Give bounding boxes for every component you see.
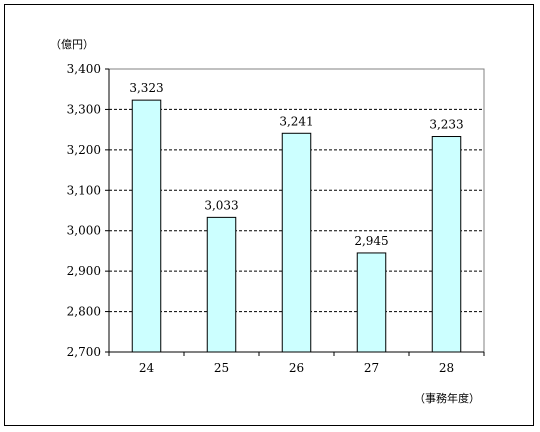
y-tick-label: 2,800: [67, 305, 101, 319]
bar: [281, 132, 312, 353]
x-axis-unit-label: （事務年度）: [414, 391, 480, 405]
x-tick-label: 26: [289, 361, 304, 375]
data-label: 3,323: [129, 81, 163, 95]
x-tick-label: 27: [364, 361, 379, 375]
bar: [131, 99, 162, 353]
y-tick-label: 3,100: [67, 183, 101, 197]
x-tick-label: 25: [214, 361, 229, 375]
y-tick-label: 3,200: [67, 143, 101, 157]
data-label: 2,945: [354, 234, 388, 248]
data-label: 3,233: [429, 118, 463, 132]
data-labels: 3,323 3,033 3,241 2,945 3,233: [129, 81, 463, 248]
y-tick-label: 3,300: [67, 102, 101, 116]
x-tick-label: 28: [439, 361, 454, 375]
bar: [356, 252, 387, 353]
data-label: 3,033: [204, 198, 238, 212]
x-axis: 24 25 26 27 28: [108, 351, 485, 375]
y-axis-unit-label: （億円）: [50, 38, 94, 51]
x-tick-label: 24: [139, 361, 155, 375]
y-tick-label: 2,900: [67, 264, 101, 278]
y-tick-label: 3,000: [67, 224, 101, 238]
y-tick-label: 3,400: [67, 62, 101, 76]
y-axis: 2,700 2,800 2,900 3,000 3,100 3,200 3,300 3,400: [67, 62, 110, 359]
data-label: 3,241: [279, 114, 313, 128]
bars: [131, 99, 462, 353]
bar: [431, 136, 462, 353]
y-tick-label: 2,700: [67, 345, 101, 359]
bar: [206, 216, 237, 353]
